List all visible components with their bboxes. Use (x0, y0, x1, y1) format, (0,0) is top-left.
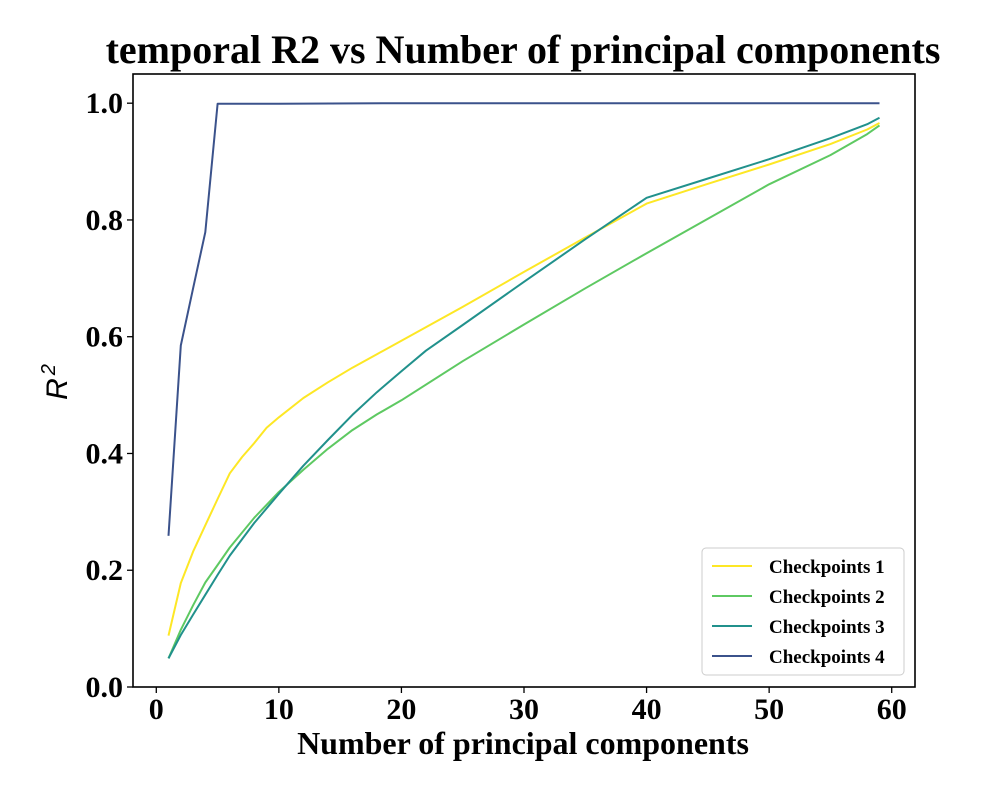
y-axis: 0.0 0.2 0.4 0.6 0.8 1.0 (86, 87, 133, 704)
series-line-checkpoints-4 (167, 102, 880, 536)
y-tick-label: 0.2 (86, 554, 124, 587)
legend-label-checkpoints-4: Checkpoints 4 (769, 647, 885, 668)
x-tick-label: 0 (149, 693, 164, 726)
legend-label-checkpoints-2: Checkpoints 2 (769, 587, 885, 608)
x-tick-label: 30 (509, 693, 539, 726)
x-tick-label: 10 (264, 693, 294, 726)
x-tick-label: 50 (754, 693, 784, 726)
y-tick-label: 1.0 (86, 87, 124, 120)
x-axis-label: Number of principal components (297, 725, 749, 761)
legend: Checkpoints 1 Checkpoints 2 Checkpoints 3 C… (701, 547, 905, 676)
x-tick-label: 40 (632, 693, 662, 726)
y-axis-label-base: R (41, 378, 74, 400)
y-tick-label: 0.8 (86, 204, 124, 237)
legend-label-checkpoints-1: Checkpoints 1 (769, 557, 885, 578)
chart-title: temporal R2 vs Number of principal compo… (106, 27, 941, 72)
legend-label-checkpoints-3: Checkpoints 3 (769, 617, 885, 638)
series-line-checkpoints-2 (167, 124, 881, 659)
y-axis-label-superscript: 2 (38, 364, 60, 376)
x-tick-label: 20 (386, 693, 416, 726)
x-tick-label: 60 (877, 693, 907, 726)
y-tick-label: 0.6 (86, 321, 124, 354)
y-tick-label: 0.4 (86, 437, 124, 470)
series-line-checkpoints-1 (167, 122, 880, 636)
y-axis-label: R2 (38, 364, 74, 400)
y-tick-label: 0.0 (86, 671, 124, 704)
legend-box (701, 547, 905, 676)
series-layer (167, 102, 881, 659)
series-line-checkpoints-3 (167, 116, 880, 659)
x-axis: 0 10 20 30 40 50 60 (149, 687, 907, 726)
